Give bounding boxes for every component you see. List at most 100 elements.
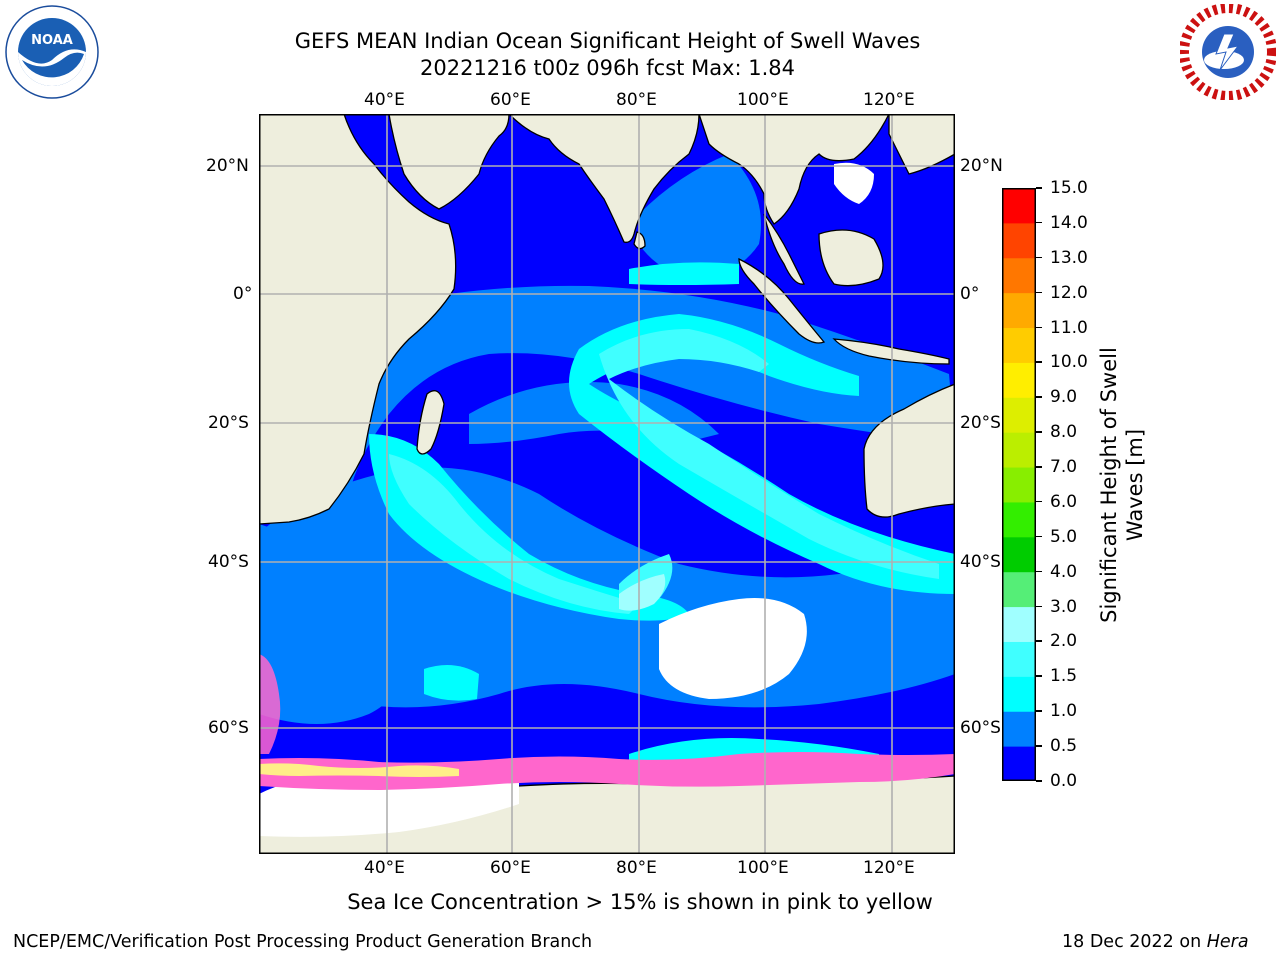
- colorbar-tick-label: 10.0: [1050, 352, 1088, 373]
- land-se-asia: [698, 114, 890, 225]
- colorbar-tick-label: 0.5: [1050, 736, 1078, 757]
- colorbar-ticks: 0.0 0.5 1.0 1.5 2.0 3.0 4.0 5.0 6.0 7.0 8.0 9.0 10.0…: [1036, 178, 1096, 791]
- colorbar-tick-mark: [1036, 745, 1042, 747]
- colorbar-border: [1002, 188, 1036, 781]
- land-malay: [763, 213, 805, 285]
- white-region-ocean: [659, 598, 807, 699]
- swell-band-1.5: [599, 329, 939, 579]
- sea-ice-yellow: [259, 763, 459, 777]
- lon-tick-top-40: 40°E: [364, 90, 405, 110]
- lon-tick-bottom-100: 100°E: [737, 858, 789, 878]
- colorbar-tick-mark: [1036, 780, 1042, 782]
- land-australia: [863, 383, 955, 518]
- sea-ice-pink: [259, 752, 955, 790]
- colorbar-swatch-8.0: [1002, 397, 1036, 433]
- lon-tick-top-80: 80°E: [616, 90, 657, 110]
- footer-host: Hera: [1206, 932, 1249, 952]
- footer-date: 18 Dec 2022 on Hera: [1062, 932, 1249, 952]
- land-philippines: [888, 114, 955, 175]
- lat-tick-right-20s: 20°S: [960, 413, 1001, 433]
- colorbar-swatch-13.0: [1002, 222, 1036, 259]
- colorbar-tick-mark: [1036, 535, 1042, 538]
- swell-band-1.0-main: [569, 314, 955, 594]
- colorbar-tick-mark: [1036, 396, 1042, 398]
- colorbar-tick-mark: [1036, 256, 1042, 259]
- swell-band-0.5-north: [639, 154, 761, 279]
- colorbar-tick-mark: [1036, 640, 1042, 642]
- colorbar-tick-mark: [1036, 187, 1042, 189]
- colorbar-tick-mark: [1036, 361, 1042, 363]
- colorbar-tick-mark: [1036, 710, 1042, 712]
- colorbar-swatch-4.0: [1002, 536, 1036, 573]
- colorbar-swatches: [1002, 188, 1036, 782]
- white-region-borneo: [834, 162, 874, 204]
- colorbar-tick-label: 11.0: [1050, 317, 1088, 338]
- lon-tick-top-100: 100°E: [737, 90, 789, 110]
- colorbar-tick-mark: [1036, 675, 1042, 677]
- colorbar: [1002, 188, 1036, 782]
- colorbar-tick-mark: [1036, 605, 1042, 608]
- land-borneo: [818, 229, 884, 287]
- colorbar-swatch-7.0: [1002, 432, 1036, 468]
- lat-tick-right-40s: 40°S: [960, 552, 1001, 572]
- swell-height-map: [259, 114, 955, 854]
- chart-title-line2: 20221216 t00z 096h fcst Max: 1.84: [420, 56, 795, 80]
- lat-tick-left-0: 0°: [233, 284, 253, 304]
- colorbar-tick-mark: [1036, 466, 1042, 468]
- colorbar-swatch-12.0: [1002, 257, 1036, 294]
- swell-band-0.5: [315, 285, 955, 494]
- colorbar-tick-label: 8.0: [1050, 422, 1078, 443]
- colorbar-swatch-11.0: [1002, 292, 1036, 329]
- lon-tick-bottom-40: 40°E: [364, 858, 405, 878]
- footer-date-text: 18 Dec 2022 on: [1062, 932, 1207, 952]
- footer-credit: NCEP/EMC/Verification Post Processing Pr…: [13, 932, 593, 952]
- colorbar-tick-label: 1.0: [1050, 701, 1078, 722]
- swell-band-1.5-sw: [389, 454, 639, 614]
- noaa-logo-text: NOAA: [31, 33, 73, 48]
- land-india: [508, 114, 700, 243]
- lat-tick-left-40s: 40°S: [208, 552, 249, 572]
- colorbar-tick-mark: [1036, 326, 1042, 329]
- colorbar-tick-label: 2.0: [1050, 631, 1078, 652]
- subtitle-wrap: Sea Ice Concentration > 15% is shown in …: [0, 890, 1280, 914]
- map-frame: [259, 114, 955, 854]
- lat-tick-right-60s: 60°S: [960, 718, 1001, 738]
- swell-band-1.0-north: [629, 262, 739, 285]
- colorbar-tick-label: 3.0: [1050, 596, 1078, 617]
- colorbar-swatch-1.5: [1002, 641, 1036, 677]
- colorbar-tick-label: 1.5: [1050, 666, 1078, 687]
- colorbar-tick-label: 14.0: [1050, 212, 1088, 233]
- swell-band-0.5-west: [259, 524, 401, 724]
- colorbar-tick-label: 13.0: [1050, 247, 1088, 268]
- land-arabia: [388, 114, 510, 210]
- colorbar-swatch-10.0: [1002, 327, 1036, 363]
- colorbar-tick-label: 6.0: [1050, 491, 1078, 512]
- colorbar-tick-label: 12.0: [1050, 282, 1088, 303]
- lat-tick-right-0: 0°: [960, 284, 980, 304]
- map-border: [259, 114, 955, 854]
- colorbar-label: Significant Height of Swell Waves [m]: [1097, 347, 1147, 623]
- colorbar-swatch-6.0: [1002, 467, 1036, 503]
- colorbar-label-wrap: Significant Height of Swell Waves [m]: [1092, 190, 1152, 780]
- lat-tick-left-20s: 20°S: [208, 413, 249, 433]
- colorbar-tick-label: 0.0: [1050, 771, 1078, 791]
- colorbar-swatch-0.5: [1002, 711, 1036, 747]
- colorbar-swatch-14.0: [1002, 188, 1036, 224]
- colorbar-tick-label: 7.0: [1050, 457, 1078, 478]
- nws-logo: [1179, 3, 1277, 101]
- map-grid: [259, 114, 955, 854]
- colorbar-tick-mark: [1036, 221, 1042, 224]
- lat-tick-left-60s: 60°S: [208, 718, 249, 738]
- colorbar-tick-label: 4.0: [1050, 561, 1078, 582]
- noaa-logo: NOAA: [4, 4, 100, 100]
- colorbar-swatch-0.0: [1002, 746, 1036, 782]
- colorbar-swatch-9.0: [1002, 362, 1036, 398]
- swell-band-1.0-islet: [424, 665, 479, 701]
- lon-tick-bottom-120: 120°E: [863, 858, 915, 878]
- colorbar-swatch-3.0: [1002, 571, 1036, 608]
- lat-tick-right-20n: 20°N: [960, 156, 1003, 176]
- land-africa: [259, 114, 457, 525]
- colorbar-tick-mark: [1036, 431, 1042, 433]
- colorbar-swatch-2.0: [1002, 606, 1036, 642]
- colorbar-tick-label: 9.0: [1050, 387, 1078, 408]
